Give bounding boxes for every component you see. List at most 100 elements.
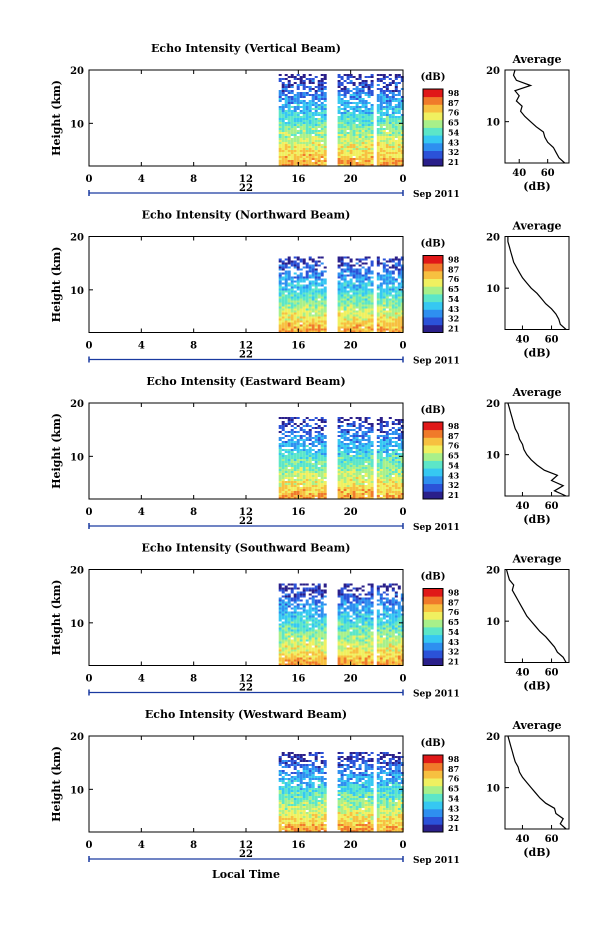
heatmap-cell [311,266,315,269]
heatmap-cell [343,643,347,646]
heatmap-cell [355,625,359,628]
heatmap-cell [281,150,285,152]
heatmap-cell [287,122,291,124]
heatmap-cell [281,282,285,285]
heatmap-cell [308,619,312,622]
heatmap-cell [388,288,392,291]
heatmap-cell [346,471,350,473]
heatmap-cell [311,156,315,158]
heatmap-cell [296,631,300,634]
heatmap-cell [311,657,315,660]
heatmap-cell [278,417,282,419]
heatmap-cell [397,473,401,475]
heatmap-cell [382,288,386,291]
heatmap-cell [281,314,285,317]
heatmap-cell [364,479,368,481]
heatmap-cell [308,282,312,285]
heatmap-cell [337,328,341,331]
heatmap-cell [311,130,315,132]
heatmap-cell [352,146,356,148]
heatmap-cell [296,326,300,329]
heatmap-cell [364,108,368,110]
heatmap-cell [281,609,285,612]
heatmap-cell [394,124,398,126]
heatmap-cell [397,330,401,333]
heatmap-cell [308,425,312,427]
heatmap-cell [364,268,368,271]
heatmap-cell [358,649,362,652]
heatmap-cell [382,162,386,164]
heatmap-cell [337,641,341,644]
heatmap-cell [391,330,395,333]
heatmap-cell [343,663,347,666]
heatmap-cell [349,144,353,146]
heatmap-cell [358,98,362,100]
heatmap-cell [320,112,324,114]
heatmap-cell [314,451,318,453]
heatmap-cell [391,288,395,291]
heatmap-cell [367,116,371,118]
heatmap-cell [293,324,297,327]
heatmap-cell [323,290,327,293]
heatmap-cell [308,485,312,487]
heatmap-cell [314,316,318,319]
heatmap-cell [320,641,324,644]
heatmap-cell [355,110,359,112]
heatmap-cell [397,124,401,126]
heatmap-cell [355,94,359,96]
heatmap-cell [317,88,321,90]
heatmap-cell [278,94,282,96]
heatmap-cell [388,302,392,305]
heatmap-cell [299,278,303,281]
heatmap-cell [337,276,341,279]
heatmap-cell [382,76,386,78]
heatmap-cell [382,493,386,495]
heatmap-cell [364,92,368,94]
heatmap-cell [299,280,303,283]
heatmap-cell [290,152,294,154]
heatmap-cell [311,142,315,144]
heatmap-cell [340,292,344,295]
heatmap-cell [352,467,356,469]
heatmap-cell [382,160,386,162]
heatmap-cell [391,463,395,465]
heatmap-cell [337,132,341,134]
heatmap-cell [343,443,347,445]
heatmap-cell [287,308,291,311]
heatmap-cell [337,128,341,130]
heatmap-cell [293,260,297,263]
heatmap-cell [284,100,288,102]
heatmap-cell [293,136,297,138]
heatmap-cell [394,459,398,461]
heatmap-cell [379,74,383,76]
heatmap-cell [284,603,288,606]
heatmap-cell [340,286,344,289]
heatmap-cell [379,469,383,471]
heatmap-cell [358,467,362,469]
heatmap-cell [296,485,300,487]
heatmap-cell [367,302,371,305]
heatmap-cell [308,455,312,457]
heatmap-cell [370,106,374,108]
heatmap-cell [284,609,288,612]
heatmap-cell [281,481,285,483]
heatmap-cell [397,274,401,277]
heatmap-cell [287,495,291,497]
heatmap-cell [382,144,386,146]
heatmap-cell [355,485,359,487]
heatmap-cell [400,104,404,106]
heatmap-cell [358,483,362,485]
heatmap-cell [302,607,306,610]
heatmap-cell [278,74,282,76]
x-tick-label: 20 [344,507,358,518]
heatmap-cell [352,645,356,648]
heatmap-cell [355,615,359,618]
heatmap-cell [323,302,327,305]
heatmap-cell [382,312,386,315]
heatmap-cell [281,306,285,309]
heatmap-cell [302,160,306,162]
heatmap-cell [317,425,321,427]
heatmap-cell [340,116,344,118]
heatmap-cell [370,330,374,333]
heatmap-cell [367,290,371,293]
